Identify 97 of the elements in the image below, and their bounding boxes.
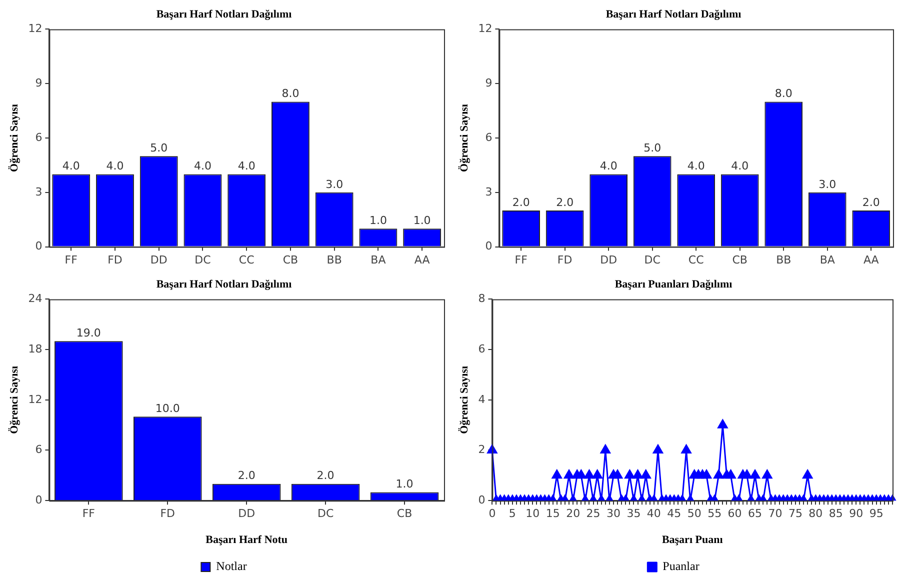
data-label: 2.0: [238, 469, 256, 482]
chart-title: Başarı Puanları Dağılımı: [614, 278, 732, 290]
x-tick-label: FD: [108, 253, 122, 266]
x-tick-label: 75: [788, 507, 802, 520]
y-tick-label: 12: [478, 22, 492, 36]
y-tick-label: 6: [35, 443, 42, 456]
chart-title: Başarı Harf Notları Dağılımı: [156, 8, 292, 20]
data-label: 1.0: [369, 214, 387, 228]
x-tick-label: BA: [370, 253, 386, 266]
y-tick-label: 0: [35, 493, 42, 506]
y-tick-label: 0: [478, 493, 486, 506]
x-tick-label: 25: [586, 507, 600, 520]
y-tick-label: 6: [478, 342, 486, 356]
y-axis-title: Öğrenci Sayısı: [457, 366, 470, 434]
data-label: 10.0: [155, 402, 180, 416]
y-tick-label: 0: [35, 240, 42, 253]
legend-label: Puanlar: [662, 559, 700, 574]
data-label: 3.0: [326, 178, 344, 191]
data-label: 2.0: [512, 196, 530, 209]
data-label: 1.0: [413, 214, 431, 228]
x-tick-label: BA: [820, 253, 836, 266]
x-tick-label: FF: [64, 253, 78, 266]
x-tick-label: 5: [508, 507, 516, 520]
y-axis-title: Öğrenci Sayısı: [457, 104, 470, 172]
x-tick-label: DD: [238, 507, 256, 520]
data-label: 4.0: [106, 160, 124, 173]
x-tick-label: FF: [82, 507, 96, 520]
legend-label: Notlar: [216, 559, 247, 574]
y-tick-label: 8: [478, 292, 486, 306]
data-label: 4.0: [600, 160, 618, 173]
x-tick-label: CB: [732, 253, 748, 266]
x-tick-label: 10: [526, 507, 540, 520]
data-label: 4.0: [62, 160, 80, 173]
data-label: 2.0: [556, 196, 574, 209]
y-tick-label: 6: [485, 130, 492, 144]
y-tick-label: 0: [485, 240, 492, 253]
data-label: 5.0: [644, 141, 662, 154]
x-tick-label: DC: [644, 253, 661, 266]
data-label: 4.0: [238, 160, 256, 173]
x-tick-label: FF: [514, 253, 528, 266]
x-tick-label: 85: [828, 507, 843, 520]
x-tick-label: 95: [869, 507, 884, 520]
y-tick-label: 12: [28, 392, 42, 406]
x-tick-label: CB: [396, 507, 412, 520]
data-label: 4.0: [731, 160, 749, 173]
data-label: 8.0: [282, 87, 300, 100]
x-tick-label: AA: [414, 253, 430, 266]
x-tick-label: BB: [326, 253, 342, 266]
y-tick-label: 24: [28, 292, 42, 306]
x-tick-label: FD: [160, 507, 176, 520]
x-tick-label: 90: [849, 507, 864, 520]
data-label: 2.0: [316, 469, 334, 482]
x-tick-label: 70: [768, 507, 782, 520]
y-tick-label: 9: [485, 76, 492, 90]
data-label: 2.0: [862, 196, 880, 209]
y-tick-label: 3: [485, 185, 492, 198]
x-tick-label: FD: [557, 253, 572, 266]
x-axis-title: Başarı Puanı: [662, 534, 723, 546]
x-tick-label: CC: [238, 253, 255, 266]
x-tick-label: 40: [646, 507, 661, 520]
x-tick-label: 55: [708, 507, 722, 520]
x-tick-label: DC: [194, 253, 212, 266]
y-tick-label: 12: [28, 22, 42, 36]
x-tick-label: 20: [566, 507, 580, 520]
x-tick-label: 45: [667, 507, 682, 520]
y-tick-label: 4: [478, 392, 486, 406]
y-tick-label: 18: [28, 342, 42, 356]
x-tick-label: 15: [546, 507, 560, 520]
x-tick-label: 30: [606, 507, 620, 520]
x-tick-label: 65: [748, 507, 762, 520]
y-tick-label: 3: [35, 185, 42, 198]
y-tick-label: 2: [478, 443, 486, 456]
x-tick-label: BB: [776, 253, 792, 266]
data-label: 4.0: [194, 160, 212, 173]
data-label: 4.0: [687, 160, 705, 173]
y-tick-label: 9: [35, 76, 42, 90]
data-label: 8.0: [774, 87, 792, 100]
x-tick-label: 60: [728, 507, 742, 520]
x-tick-label: AA: [863, 253, 880, 266]
x-tick-label: CB: [282, 253, 298, 266]
x-tick-label: DD: [600, 253, 618, 266]
data-label: 5.0: [150, 141, 168, 154]
chart-title: Başarı Harf Notları Dağılımı: [156, 278, 292, 290]
y-axis-title: Öğrenci Sayısı: [7, 104, 20, 172]
x-tick-label: CC: [688, 253, 704, 266]
y-axis-title: Öğrenci Sayısı: [7, 366, 20, 434]
x-tick-label: DC: [317, 507, 334, 520]
data-label: 19.0: [76, 326, 101, 340]
x-tick-label: DD: [150, 253, 168, 266]
x-tick-label: 50: [687, 507, 702, 520]
x-tick-label: 80: [808, 507, 823, 520]
y-tick-label: 6: [35, 130, 42, 144]
x-axis-title: Başarı Harf Notu: [206, 534, 288, 546]
data-label: 3.0: [818, 178, 836, 191]
x-tick-label: 35: [626, 507, 641, 520]
data-label: 1.0: [396, 478, 414, 491]
chart-title: Başarı Harf Notları Dağılımı: [606, 8, 742, 20]
